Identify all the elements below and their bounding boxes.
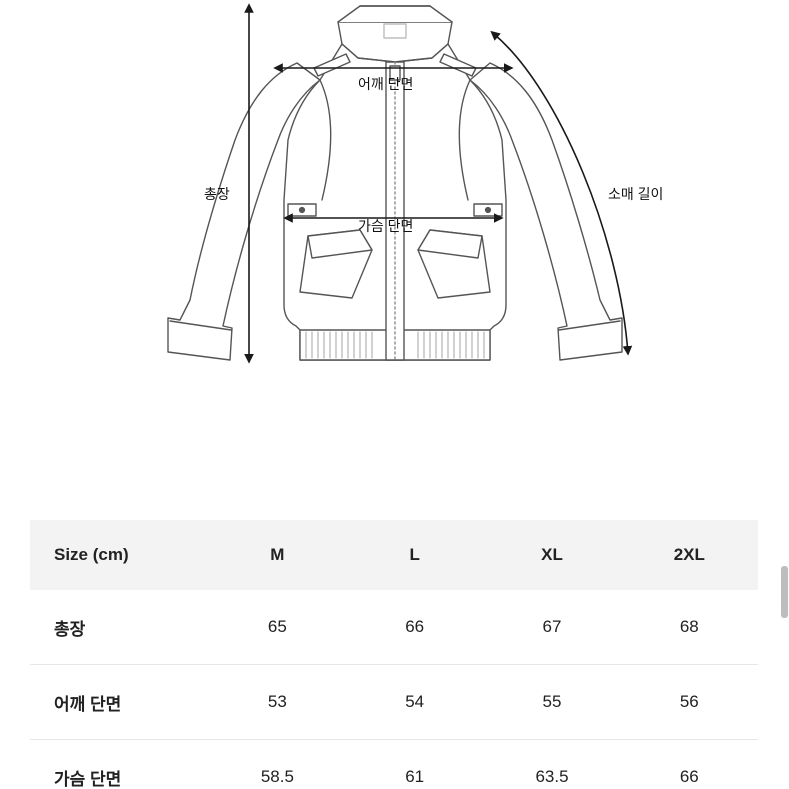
row-label: 가슴 단면 <box>30 765 209 789</box>
label-length: 총장 <box>204 184 230 204</box>
measurement-diagram: 어깨 단면 가슴 단면 총장 소매 길이 <box>0 0 789 520</box>
cell: 56 <box>621 692 758 712</box>
cell: 67 <box>483 617 620 637</box>
scrollbar-thumb[interactable] <box>781 566 788 618</box>
size-table: Size (cm) M L XL 2XL 총장 65 66 67 68 어깨 단… <box>30 520 758 789</box>
cell: 66 <box>621 767 758 787</box>
cell: 55 <box>483 692 620 712</box>
cell: 65 <box>209 617 346 637</box>
table-row: 어깨 단면 53 54 55 56 <box>30 665 758 740</box>
cell: 58.5 <box>209 767 346 787</box>
header-label: Size (cm) <box>30 545 209 565</box>
label-chest: 가슴 단면 <box>358 216 413 236</box>
cell: 53 <box>209 692 346 712</box>
cell: 63.5 <box>483 767 620 787</box>
col-xl: XL <box>483 545 620 565</box>
cell: 68 <box>621 617 758 637</box>
cell: 61 <box>346 767 483 787</box>
table-row: 총장 65 66 67 68 <box>30 590 758 665</box>
table-row: 가슴 단면 58.5 61 63.5 66 <box>30 740 758 789</box>
col-l: L <box>346 545 483 565</box>
cell: 66 <box>346 617 483 637</box>
col-m: M <box>209 545 346 565</box>
row-label: 총장 <box>30 615 209 640</box>
row-label: 어깨 단면 <box>30 690 209 715</box>
col-2xl: 2XL <box>621 545 758 565</box>
label-sleeve: 소매 길이 <box>608 184 663 204</box>
size-table-header: Size (cm) M L XL 2XL <box>30 520 758 590</box>
cell: 54 <box>346 692 483 712</box>
label-shoulder: 어깨 단면 <box>358 74 413 94</box>
